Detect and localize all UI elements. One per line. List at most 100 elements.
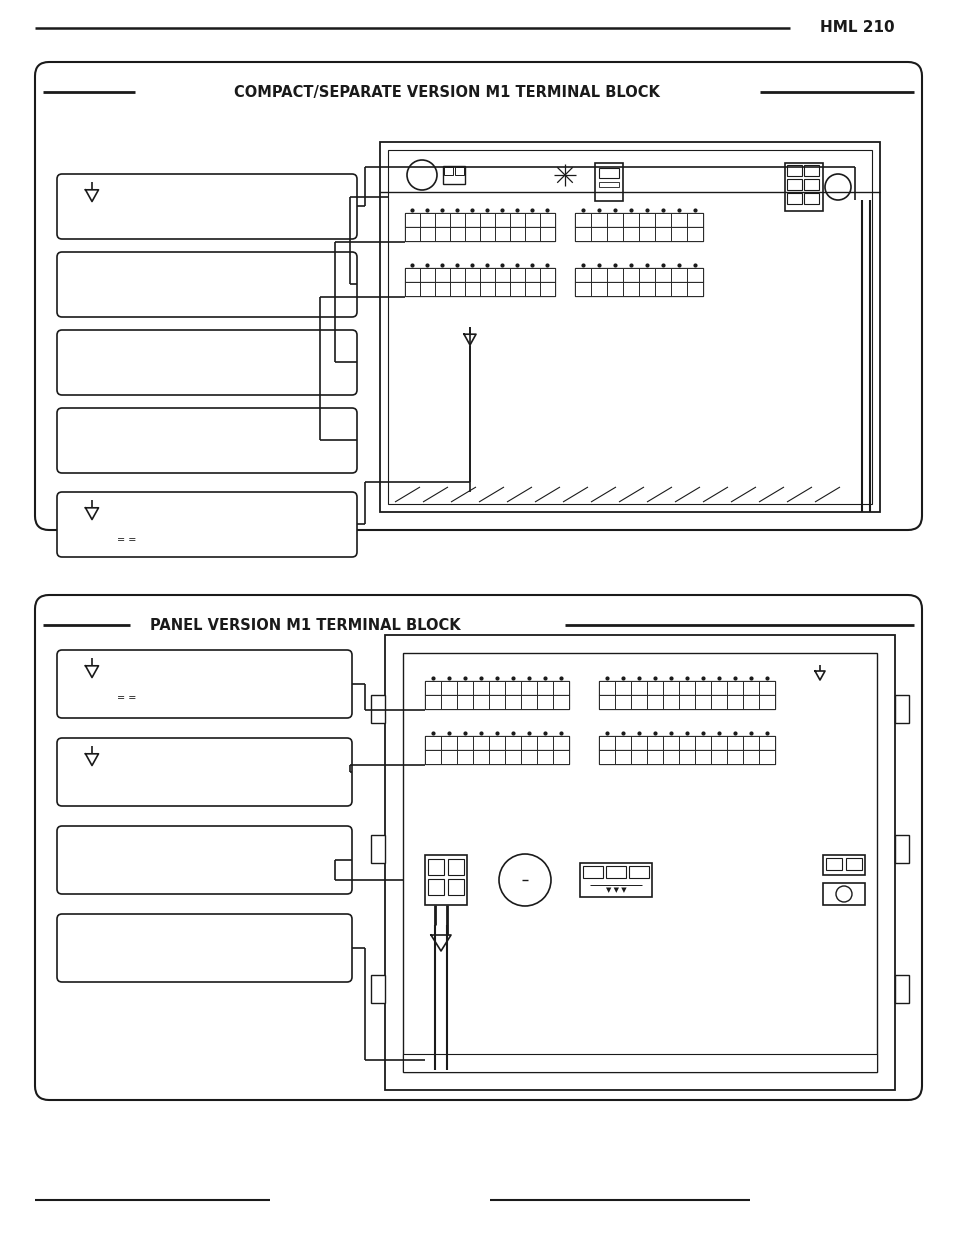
Bar <box>590 227 606 241</box>
Text: = =: = = <box>117 535 136 545</box>
Bar <box>759 750 774 764</box>
Bar <box>539 212 555 227</box>
Bar <box>443 167 453 175</box>
Bar <box>440 736 456 750</box>
Bar <box>598 750 615 764</box>
Bar <box>371 695 385 722</box>
Bar <box>598 750 774 764</box>
Bar <box>371 974 385 1003</box>
Bar <box>524 227 539 241</box>
Bar <box>686 268 702 282</box>
Bar <box>489 695 504 709</box>
Bar <box>742 736 759 750</box>
Bar <box>428 860 443 876</box>
Bar <box>473 750 489 764</box>
Bar <box>822 855 864 876</box>
FancyBboxPatch shape <box>57 914 352 982</box>
Bar <box>695 736 710 750</box>
Bar <box>388 149 871 504</box>
Bar <box>464 268 479 282</box>
Bar <box>435 282 450 296</box>
Bar <box>450 268 464 282</box>
Bar <box>489 736 504 750</box>
Bar <box>622 282 639 296</box>
Bar <box>539 282 555 296</box>
FancyBboxPatch shape <box>57 174 356 240</box>
Bar <box>598 168 618 178</box>
Text: HML 210: HML 210 <box>820 21 894 36</box>
Bar <box>405 227 419 241</box>
Bar <box>553 695 568 709</box>
Bar <box>464 212 479 227</box>
Bar <box>575 212 702 227</box>
Bar <box>419 212 435 227</box>
Bar <box>510 212 524 227</box>
Bar <box>679 695 695 709</box>
Bar <box>590 282 606 296</box>
Bar <box>575 282 590 296</box>
Bar <box>473 736 489 750</box>
Bar <box>605 866 625 878</box>
Bar <box>473 695 489 709</box>
Bar <box>803 193 818 204</box>
Text: ▼ ▼ ▼: ▼ ▼ ▼ <box>605 887 626 893</box>
Bar <box>628 866 648 878</box>
Bar <box>615 680 630 695</box>
Bar <box>448 860 463 876</box>
Bar <box>450 282 464 296</box>
Bar <box>504 695 520 709</box>
Bar <box>456 750 473 764</box>
Bar <box>524 212 539 227</box>
Bar <box>405 227 555 241</box>
Bar <box>419 282 435 296</box>
Bar <box>639 268 655 282</box>
Bar <box>803 165 818 177</box>
Bar <box>726 736 742 750</box>
Bar <box>825 858 841 869</box>
Bar <box>448 879 463 895</box>
Bar <box>655 227 670 241</box>
Bar <box>428 879 443 895</box>
Bar <box>424 750 440 764</box>
Bar <box>405 282 419 296</box>
Bar <box>726 750 742 764</box>
FancyBboxPatch shape <box>57 739 352 806</box>
Bar <box>575 227 702 241</box>
FancyBboxPatch shape <box>57 252 356 317</box>
Bar <box>606 212 622 227</box>
Bar <box>553 750 568 764</box>
Bar <box>456 736 473 750</box>
Bar <box>742 750 759 764</box>
Bar <box>495 282 510 296</box>
Text: PANEL VERSION M1 TERMINAL BLOCK: PANEL VERSION M1 TERMINAL BLOCK <box>150 618 460 632</box>
Bar <box>742 695 759 709</box>
Text: = =: = = <box>117 693 136 703</box>
FancyBboxPatch shape <box>57 650 352 718</box>
Bar <box>670 268 686 282</box>
Bar <box>786 179 801 190</box>
Bar <box>695 695 710 709</box>
Bar <box>655 282 670 296</box>
Bar <box>510 227 524 241</box>
Bar <box>402 653 876 1072</box>
Bar <box>710 695 726 709</box>
Bar <box>598 182 618 186</box>
Bar <box>615 695 630 709</box>
Bar <box>695 680 710 695</box>
Bar <box>440 695 456 709</box>
Bar <box>479 227 495 241</box>
Bar <box>646 736 662 750</box>
Bar <box>379 142 879 513</box>
Bar <box>630 736 646 750</box>
Bar <box>622 227 639 241</box>
Bar <box>553 736 568 750</box>
Bar <box>504 680 520 695</box>
Bar <box>686 212 702 227</box>
Bar <box>803 179 818 190</box>
Bar <box>670 227 686 241</box>
Bar <box>686 282 702 296</box>
Bar <box>385 635 894 1091</box>
Bar <box>679 680 695 695</box>
Bar <box>539 227 555 241</box>
Bar <box>424 736 440 750</box>
